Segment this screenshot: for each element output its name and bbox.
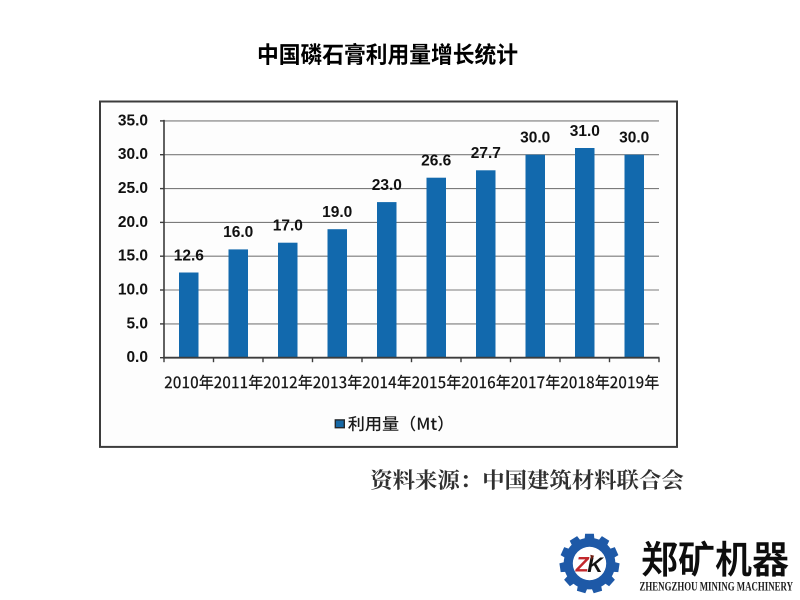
svg-text:17.0: 17.0	[273, 218, 303, 235]
svg-text:20.0: 20.0	[118, 214, 148, 231]
svg-text:15.0: 15.0	[118, 248, 148, 265]
svg-text:26.6: 26.6	[421, 153, 452, 170]
svg-text:12.6: 12.6	[174, 247, 205, 264]
svg-text:23.0: 23.0	[372, 177, 402, 194]
svg-text:Z: Z	[575, 553, 590, 577]
svg-text:30.0: 30.0	[118, 146, 148, 163]
svg-text:ZHENGZHOU MINING MACHINERY: ZHENGZHOU MINING MACHINERY	[640, 580, 794, 594]
svg-text:35.0: 35.0	[118, 112, 148, 129]
svg-text:0.0: 0.0	[126, 349, 148, 366]
svg-text:27.7: 27.7	[471, 145, 501, 162]
svg-text:16.0: 16.0	[223, 224, 253, 241]
svg-text:K: K	[587, 553, 604, 577]
svg-text:5.0: 5.0	[126, 315, 148, 332]
svg-text:30.0: 30.0	[520, 130, 550, 147]
svg-text:30.0: 30.0	[619, 130, 649, 147]
svg-text:31.0: 31.0	[570, 123, 600, 140]
svg-text:19.0: 19.0	[322, 204, 352, 221]
svg-text:10.0: 10.0	[118, 281, 148, 298]
svg-text:25.0: 25.0	[118, 180, 148, 197]
